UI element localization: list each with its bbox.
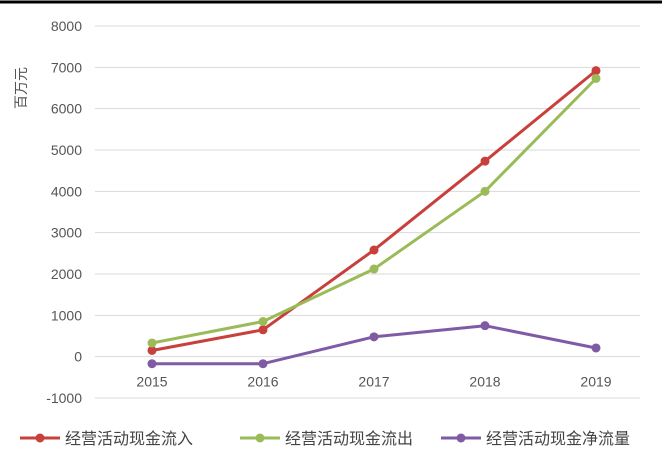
y-tick-label: 5000 [51, 142, 82, 158]
series-line [151, 77, 598, 345]
y-tick-label: 3000 [51, 225, 82, 241]
data-point [147, 338, 157, 348]
data-point [258, 359, 268, 369]
gridlines [95, 25, 640, 399]
legend-label: 经营活动现金净流量 [486, 429, 630, 448]
y-tick-label: 7000 [51, 59, 82, 75]
series-line [151, 69, 597, 352]
data-point [258, 325, 268, 335]
data-point [369, 264, 379, 274]
data-point [369, 332, 379, 342]
legend-item: 经营活动现金净流量 [441, 429, 630, 448]
y-axis-label: 百万元 [14, 67, 30, 109]
y-tick-label: 6000 [51, 101, 82, 117]
series-0 [147, 66, 601, 355]
legend-marker [255, 433, 265, 443]
legend-label: 经营活动现金流入 [65, 429, 193, 448]
x-tick-label: 2019 [580, 374, 611, 390]
legend-item: 经营活动现金流入 [20, 429, 193, 448]
y-tick-label: 8000 [51, 18, 82, 34]
data-point [591, 343, 601, 353]
x-tick-label: 2016 [247, 374, 278, 390]
series-2 [147, 321, 601, 369]
x-tick-label: 2017 [358, 374, 389, 390]
x-tick-label: 2018 [469, 374, 500, 390]
y-tick-label: 4000 [51, 183, 82, 199]
y-tick-label: 1000 [51, 307, 82, 323]
data-point [480, 186, 490, 196]
legend: 经营活动现金流入 经营活动现金流出 经营活动现金净流量 [20, 429, 630, 448]
y-tick-label: 0 [74, 349, 82, 365]
series-lines [147, 66, 601, 369]
legend-label: 经营活动现金流出 [285, 429, 413, 448]
series-1 [147, 73, 601, 348]
legend-marker [35, 433, 45, 443]
y-tick-label: -1000 [46, 390, 82, 406]
y-tick-label: 2000 [51, 266, 82, 282]
data-point [591, 66, 601, 76]
data-point [591, 73, 601, 83]
data-point [258, 317, 268, 327]
data-point [147, 359, 157, 369]
data-point [369, 245, 379, 255]
data-point [480, 321, 490, 331]
y-axis-ticks: 8000 7000 6000 5000 4000 3000 2000 1000 0 -1000 [46, 18, 82, 406]
x-tick-label: 2015 [136, 374, 167, 390]
data-point [147, 345, 157, 355]
legend-marker [456, 433, 466, 443]
data-point [480, 156, 490, 166]
legend-item: 经营活动现金流出 [240, 429, 413, 448]
x-axis-ticks: 2015 2016 2017 2018 2019 [136, 374, 611, 390]
